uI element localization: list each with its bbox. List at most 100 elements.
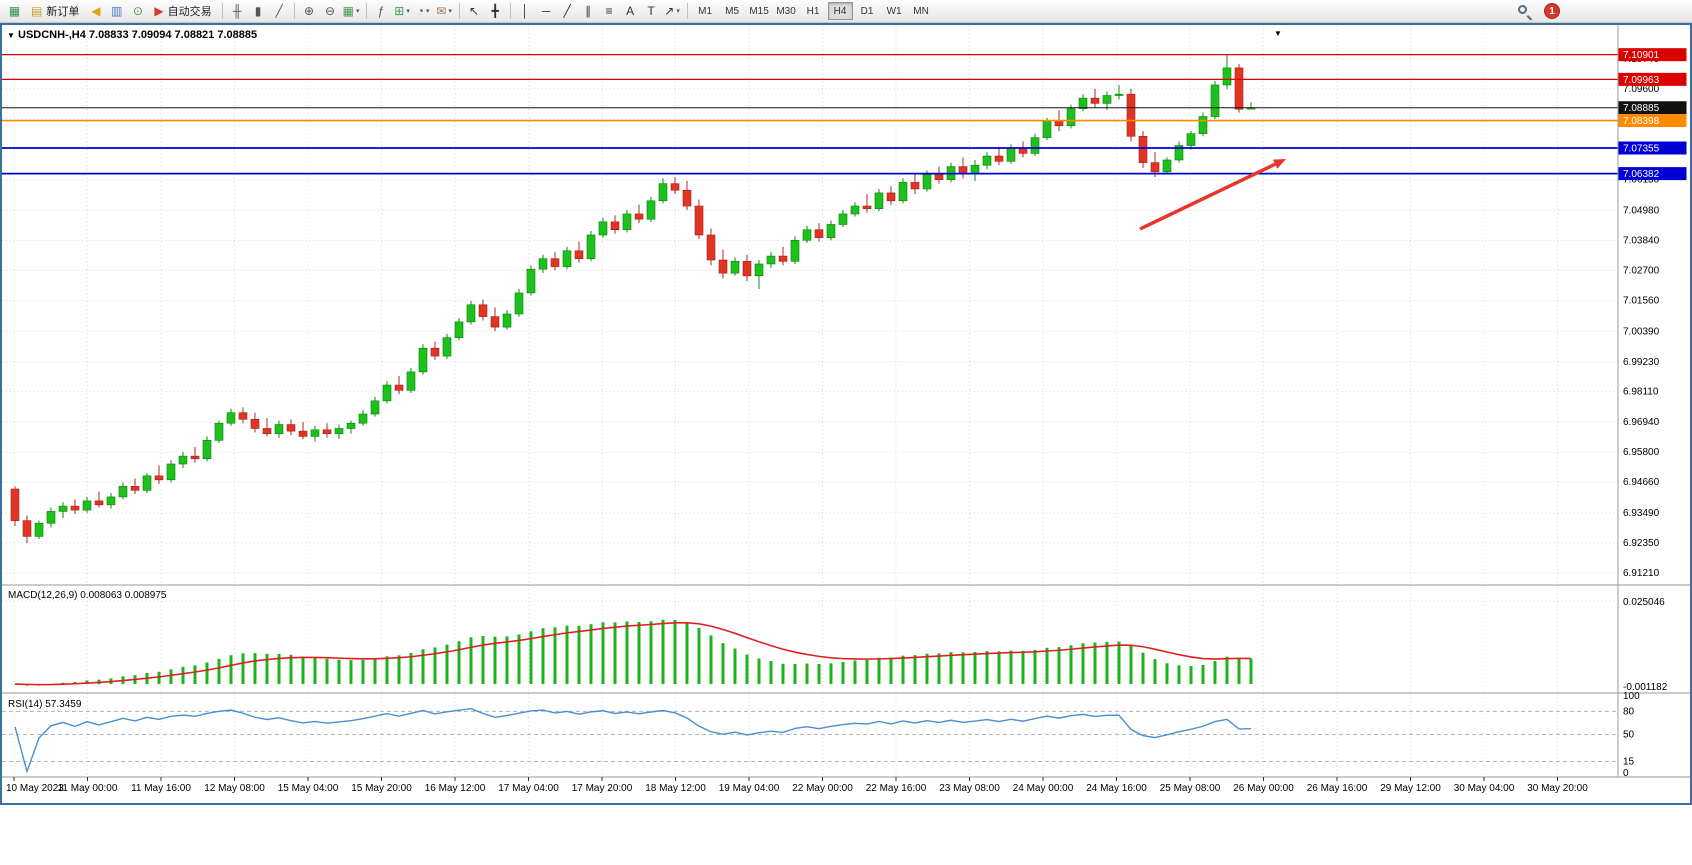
timeframe-h4-button[interactable]: H4 [827, 2, 853, 20]
time-axis-label: 26 May 00:00 [1233, 783, 1294, 794]
candle-body [670, 183, 680, 191]
timeframe-h1-button[interactable]: H1 [806, 5, 820, 17]
timeframe-m1-button[interactable]: M1 [698, 5, 713, 17]
macd-histogram-bar [649, 621, 653, 685]
candle-body [418, 347, 428, 373]
dropdown-caret-icon[interactable]: ▾ [355, 8, 360, 15]
candle-body [1198, 116, 1208, 134]
search-icon[interactable] [1516, 3, 1532, 21]
candle-body [874, 192, 884, 209]
horizontal-line-icon: ─ [541, 4, 551, 18]
candle-body [10, 488, 20, 521]
candle-body [550, 258, 560, 267]
periods-icon: ◔ [416, 4, 424, 18]
candle-body [1102, 95, 1112, 104]
candle-body [562, 250, 572, 267]
toolbar-separator [458, 3, 460, 19]
text-button[interactable]: A [620, 2, 641, 21]
price-axis-label: 6.91210 [1623, 568, 1660, 579]
auto-trading-icon: ▶ [154, 4, 164, 18]
new-order-button[interactable]: ▤ 新订单 [25, 2, 85, 21]
cursor-button[interactable]: ↖ [464, 2, 485, 21]
candle-body [514, 292, 524, 315]
timeframe-m15-button[interactable]: M15 [749, 5, 769, 17]
trend-arrow[interactable] [1139, 160, 1280, 231]
periods-button[interactable]: ◔ ▾ [413, 2, 434, 21]
candle-body [466, 304, 476, 323]
zoom-out-button[interactable]: ⊖ [320, 2, 341, 21]
profiles-button[interactable]: ƒ [371, 2, 392, 21]
candle-body [406, 371, 416, 391]
time-axis-label: 22 May 16:00 [866, 783, 927, 794]
one-click-trading-arrow-icon[interactable]: ▼ [7, 31, 15, 40]
time-axis-label: 30 May 20:00 [1527, 783, 1588, 794]
macd-histogram-bar [865, 659, 869, 685]
chart-client-area[interactable]: 7.107407.096007.084607.073207.061507.049… [0, 23, 1692, 805]
macd-histogram-bar [937, 653, 941, 685]
auto-trading-button[interactable]: ▶ 自动交易 [148, 2, 217, 21]
candle-body [694, 205, 704, 236]
tile-windows-button[interactable]: ▦ ▾ [341, 2, 362, 21]
indicators-button[interactable]: ⊞ ▾ [392, 2, 413, 21]
timeframe-m30-button[interactable]: M30 [776, 5, 796, 17]
timeframe-d1-button[interactable]: D1 [860, 5, 874, 17]
candle-body [1138, 135, 1148, 163]
toolbar-separator [509, 3, 511, 19]
candle-body [430, 347, 440, 357]
new-chart-button[interactable]: ▦ [4, 2, 25, 21]
timeframe-mn-button[interactable]: MN [913, 5, 929, 17]
dropdown-caret-icon[interactable]: ▾ [406, 8, 410, 15]
macd-histogram-bar [361, 659, 365, 685]
dropdown-caret-icon[interactable]: ▾ [448, 8, 452, 15]
fibonacci-button[interactable]: ≡ [599, 2, 620, 21]
candle-body [70, 505, 80, 511]
candlestick-chart-button[interactable]: ▮ [248, 2, 269, 21]
macd-histogram-bar [337, 659, 341, 685]
text-label-button[interactable]: T [641, 2, 662, 21]
bar-chart-button[interactable]: ╫ [227, 2, 248, 21]
indicators-icon: ⊞ [394, 4, 405, 18]
vertical-line-button[interactable]: │ [515, 2, 536, 21]
text-icon: A [626, 4, 635, 18]
dropdown-caret-icon[interactable]: ▾ [676, 8, 680, 15]
horizontal-line-button[interactable]: ─ [536, 2, 557, 21]
notification-badge[interactable]: 1 [1544, 3, 1560, 19]
price-tag-label: 7.07355 [1623, 144, 1660, 155]
price-axis-label: 6.92350 [1623, 538, 1660, 549]
line-chart-button[interactable]: ╱ [269, 2, 290, 21]
chart-shift-marker-icon[interactable]: ▼ [1274, 29, 1282, 38]
chart-window-button[interactable]: ▥ [106, 2, 127, 21]
headset-button[interactable]: ⊙ [127, 2, 148, 21]
candle-body [262, 428, 272, 435]
bar-chart-icon: ╫ [232, 4, 242, 18]
macd-histogram-bar [517, 634, 521, 685]
candle-body [994, 155, 1004, 162]
auto-trading-button-label: 自动交易 [167, 6, 212, 18]
candle-body [1150, 162, 1160, 173]
arrows-button[interactable]: ↗ ▾ [662, 2, 683, 21]
time-axis-label: 11 May 16:00 [131, 783, 191, 794]
macd-histogram-bar [985, 651, 989, 685]
price-axis-label: 7.02700 [1623, 266, 1660, 277]
rsi-line [14, 707, 1252, 774]
dropdown-caret-icon[interactable]: ▾ [425, 8, 430, 15]
candle-body [322, 429, 332, 435]
price-tag [1618, 48, 1687, 62]
chart-svg[interactable]: 7.107407.096007.084607.073207.061507.049… [2, 25, 1690, 801]
macd-histogram-bar [661, 619, 665, 685]
trendline-button[interactable]: ╱ [557, 2, 578, 21]
templates-button[interactable]: ✉ ▾ [434, 2, 455, 21]
crosshair-button[interactable]: ╋ [485, 2, 506, 21]
macd-histogram-bar [841, 662, 845, 685]
macd-histogram-bar [793, 664, 797, 685]
macd-histogram-bar [901, 655, 905, 685]
timeframe-m5-button[interactable]: M5 [725, 5, 740, 17]
zoom-in-button[interactable]: ⊕ [299, 2, 320, 21]
candle-body [1126, 93, 1136, 137]
candle-body [454, 321, 464, 338]
equidistant-channel-button[interactable]: ∥ [578, 2, 599, 21]
megaphone-button[interactable]: ◀ [85, 2, 106, 21]
timeframe-w1-button[interactable]: W1 [886, 5, 902, 17]
macd-histogram-bar [817, 664, 821, 685]
candle-body [634, 213, 644, 220]
